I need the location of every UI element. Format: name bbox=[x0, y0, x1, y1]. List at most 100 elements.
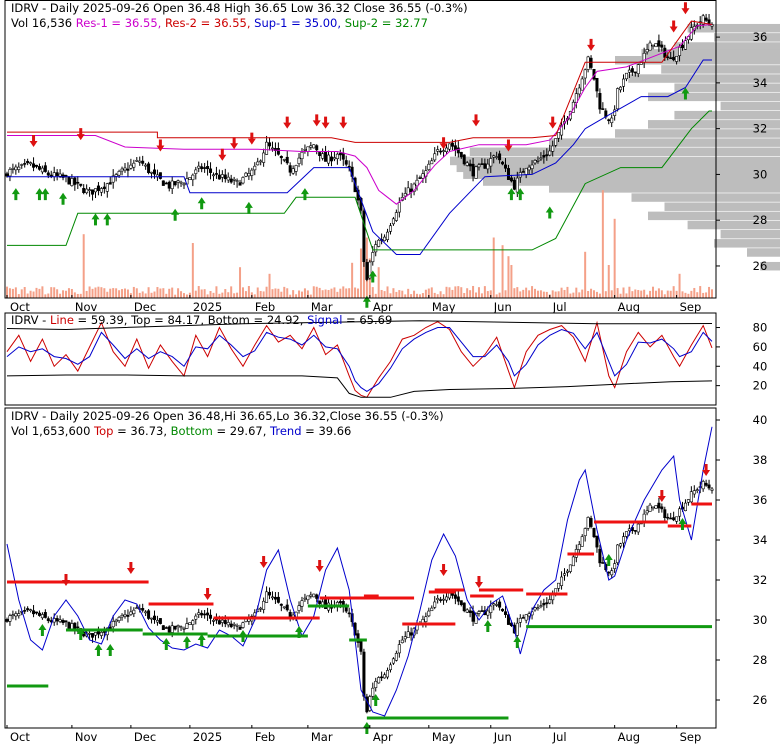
series-bottom-line bbox=[6, 374, 713, 398]
candle-body bbox=[108, 182, 112, 185]
volume-bar bbox=[681, 291, 684, 298]
x-tick-label: Oct bbox=[10, 730, 30, 744]
candle-body bbox=[607, 571, 611, 574]
volume-bar bbox=[483, 286, 486, 298]
candle-body bbox=[102, 186, 106, 189]
candle-body bbox=[495, 604, 499, 606]
candle-body bbox=[675, 516, 679, 522]
volume-bar bbox=[182, 293, 185, 298]
candle-body bbox=[14, 166, 18, 171]
candle-body bbox=[197, 165, 201, 169]
candle-body bbox=[46, 172, 50, 176]
volume-profile-bar bbox=[747, 248, 780, 257]
candle-body bbox=[645, 510, 649, 514]
candle-body bbox=[117, 171, 121, 176]
volume-bar bbox=[309, 294, 312, 298]
volume-bar bbox=[684, 292, 687, 298]
volume-bar bbox=[351, 262, 354, 298]
volume-bar bbox=[601, 190, 604, 298]
candle-body bbox=[26, 608, 30, 611]
volume-bar bbox=[109, 288, 112, 298]
candle-body bbox=[371, 687, 375, 697]
candle-body bbox=[17, 166, 21, 170]
candle-body bbox=[660, 506, 664, 510]
candle-body bbox=[450, 142, 454, 147]
candle-body bbox=[427, 610, 431, 617]
volume-bar bbox=[711, 289, 713, 298]
volume-bar bbox=[121, 289, 124, 298]
volume-bar bbox=[26, 293, 29, 298]
candle-body bbox=[492, 603, 496, 606]
candle-body bbox=[144, 164, 148, 167]
oscillator-legend-part: = 24.92, bbox=[250, 313, 307, 327]
volume-bar bbox=[265, 286, 268, 298]
volume-profile-bar bbox=[648, 120, 780, 129]
candle-body bbox=[453, 145, 457, 151]
candle-body bbox=[391, 658, 395, 664]
candle-body bbox=[14, 613, 18, 617]
volume-bar bbox=[318, 287, 321, 298]
volume-bar bbox=[289, 294, 292, 298]
candle-body bbox=[521, 617, 525, 619]
x-tick-label: Apr bbox=[373, 730, 393, 744]
candle-body bbox=[265, 141, 269, 155]
volume-bar bbox=[495, 294, 498, 298]
candle-body bbox=[406, 631, 410, 638]
candle-body bbox=[291, 168, 295, 174]
candle-body bbox=[430, 160, 434, 165]
candle-body bbox=[704, 17, 708, 21]
candle-body bbox=[34, 164, 38, 167]
volume-bar bbox=[88, 286, 91, 298]
volume-bar bbox=[663, 294, 666, 298]
candle-body bbox=[111, 175, 115, 183]
volume-bar bbox=[604, 291, 607, 298]
candle-body bbox=[453, 594, 457, 599]
volume-profile-bar bbox=[483, 177, 780, 186]
volume-bar bbox=[410, 294, 413, 298]
volume-bar bbox=[253, 294, 256, 298]
candle-body bbox=[144, 611, 148, 614]
candle-body bbox=[471, 610, 475, 622]
candle-body bbox=[306, 146, 310, 152]
y-tick-label: 38 bbox=[753, 453, 768, 467]
candle-body bbox=[509, 177, 513, 182]
sell-arrow bbox=[76, 128, 85, 141]
volume-bar bbox=[427, 288, 430, 298]
volume-bar bbox=[256, 287, 259, 298]
sell-arrow bbox=[156, 139, 165, 152]
candle-body bbox=[132, 609, 136, 614]
candle-body bbox=[300, 600, 304, 607]
candle-body bbox=[439, 599, 443, 601]
buy-arrow bbox=[162, 638, 171, 650]
buy-arrow bbox=[171, 208, 180, 221]
buy-arrow bbox=[59, 192, 68, 205]
candle-body bbox=[598, 548, 602, 564]
candle-body bbox=[459, 600, 463, 605]
candle-body bbox=[462, 154, 466, 165]
candle-body bbox=[565, 570, 569, 573]
candle-body bbox=[545, 602, 549, 605]
candle-body bbox=[616, 88, 620, 110]
volume-bar bbox=[519, 291, 522, 298]
candle-body bbox=[557, 582, 561, 589]
candle-body bbox=[344, 160, 348, 165]
candle-body bbox=[200, 166, 204, 170]
buy-arrow bbox=[197, 634, 206, 646]
volume-bar bbox=[392, 288, 395, 298]
volume-bar bbox=[53, 287, 56, 298]
candle-body bbox=[388, 664, 392, 671]
sell-arrow bbox=[283, 116, 292, 129]
candle-body bbox=[179, 626, 183, 629]
volume-bar bbox=[50, 287, 53, 298]
volume-bar bbox=[572, 292, 575, 298]
candle-body bbox=[182, 628, 186, 630]
volume-bar bbox=[610, 290, 613, 298]
candle-body bbox=[37, 166, 41, 170]
candle-body bbox=[91, 633, 95, 638]
candle-body bbox=[442, 598, 446, 601]
candle-body bbox=[123, 614, 127, 617]
candle-body bbox=[285, 156, 289, 164]
volume-bar bbox=[660, 290, 663, 298]
candle-body bbox=[58, 173, 62, 177]
candle-body bbox=[11, 614, 15, 617]
